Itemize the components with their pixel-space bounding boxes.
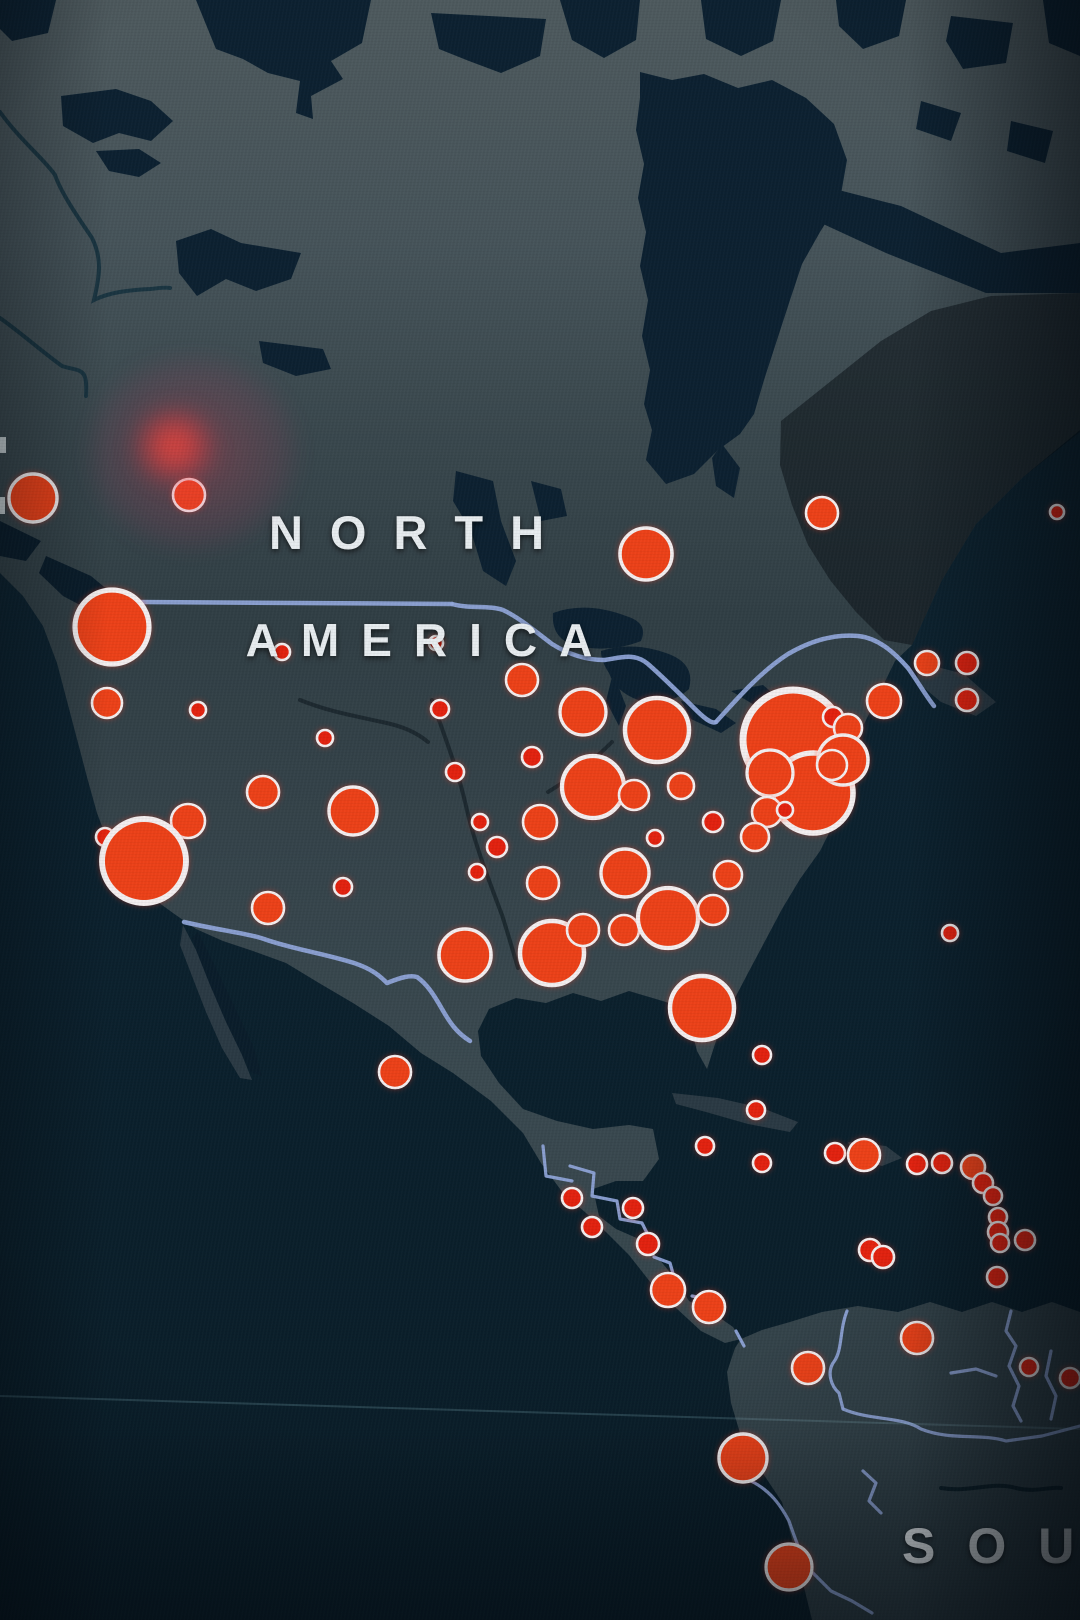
case-marker[interactable] (622, 695, 692, 765)
case-marker[interactable] (846, 1137, 882, 1173)
case-marker[interactable] (691, 1289, 727, 1325)
case-marker[interactable] (823, 1141, 847, 1165)
case-marker[interactable] (171, 477, 207, 513)
case-marker[interactable] (751, 1044, 773, 1066)
case-marker[interactable] (558, 687, 608, 737)
us-canada-border (137, 599, 455, 607)
case-marker[interactable] (804, 495, 840, 531)
case-marker[interactable] (188, 700, 208, 720)
case-marker[interactable] (1058, 1366, 1080, 1390)
case-marker[interactable] (870, 1244, 896, 1270)
case-marker[interactable] (520, 745, 544, 769)
case-marker[interactable] (444, 761, 466, 783)
case-marker[interactable] (701, 810, 725, 834)
case-marker[interactable] (560, 1186, 584, 1210)
label-north: NORTH (269, 506, 571, 559)
case-marker[interactable] (739, 821, 771, 853)
case-marker[interactable] (751, 1152, 773, 1174)
case-marker[interactable] (618, 526, 674, 582)
case-marker[interactable] (696, 893, 730, 927)
label-south-partial: SOU (902, 1518, 1080, 1574)
baja-california (180, 925, 252, 1080)
case-marker[interactable] (470, 812, 490, 832)
case-marker[interactable] (635, 1231, 661, 1257)
case-marker[interactable] (899, 1320, 935, 1356)
edge-artifact (0, 497, 5, 514)
case-marker[interactable] (485, 835, 509, 859)
case-marker[interactable] (504, 662, 540, 698)
case-marker[interactable] (599, 847, 651, 899)
case-marker[interactable] (745, 1099, 767, 1121)
case-marker[interactable] (989, 1232, 1011, 1254)
case-marker[interactable] (99, 816, 189, 906)
case-marker[interactable] (666, 771, 696, 801)
case-marker[interactable] (775, 800, 795, 820)
case-marker[interactable] (7, 472, 59, 524)
case-marker[interactable] (815, 748, 849, 782)
case-marker[interactable] (635, 885, 701, 951)
case-marker[interactable] (712, 859, 744, 891)
case-marker[interactable] (90, 686, 124, 720)
case-marker[interactable] (717, 1432, 769, 1484)
case-marker[interactable] (72, 587, 152, 667)
case-marker[interactable] (621, 1196, 645, 1220)
case-marker[interactable] (559, 753, 627, 821)
case-marker[interactable] (315, 728, 335, 748)
case-marker[interactable] (250, 890, 286, 926)
case-marker[interactable] (985, 1265, 1009, 1289)
case-marker[interactable] (954, 650, 980, 676)
case-marker[interactable] (245, 774, 281, 810)
case-marker[interactable] (745, 748, 795, 798)
case-marker[interactable] (645, 828, 665, 848)
case-marker[interactable] (954, 687, 980, 713)
case-marker[interactable] (913, 649, 941, 677)
case-marker[interactable] (437, 927, 493, 983)
cuba (672, 1093, 798, 1132)
case-marker[interactable] (1018, 1356, 1040, 1378)
case-marker[interactable] (982, 1185, 1004, 1207)
case-marker[interactable] (617, 778, 651, 812)
case-marker[interactable] (377, 1054, 413, 1090)
case-marker[interactable] (580, 1215, 604, 1239)
case-marker[interactable] (790, 1350, 826, 1386)
case-marker[interactable] (565, 912, 601, 948)
case-marker[interactable] (764, 1542, 814, 1592)
edge-artifact (0, 437, 6, 453)
case-marker[interactable] (525, 865, 561, 901)
case-marker[interactable] (649, 1271, 687, 1309)
case-marker[interactable] (865, 682, 903, 720)
case-marker[interactable] (930, 1151, 954, 1175)
case-marker[interactable] (1013, 1228, 1037, 1252)
case-marker[interactable] (607, 913, 641, 947)
case-marker[interactable] (332, 876, 354, 898)
case-marker[interactable] (521, 803, 559, 841)
case-marker[interactable] (467, 862, 487, 882)
case-marker[interactable] (429, 698, 451, 720)
case-marker[interactable] (905, 1152, 929, 1176)
case-marker[interactable] (694, 1135, 716, 1157)
case-marker[interactable] (327, 785, 379, 837)
case-marker[interactable] (940, 923, 960, 943)
label-america: AMERICA (246, 614, 615, 666)
case-marker[interactable] (1048, 503, 1066, 521)
case-marker[interactable] (667, 973, 737, 1043)
